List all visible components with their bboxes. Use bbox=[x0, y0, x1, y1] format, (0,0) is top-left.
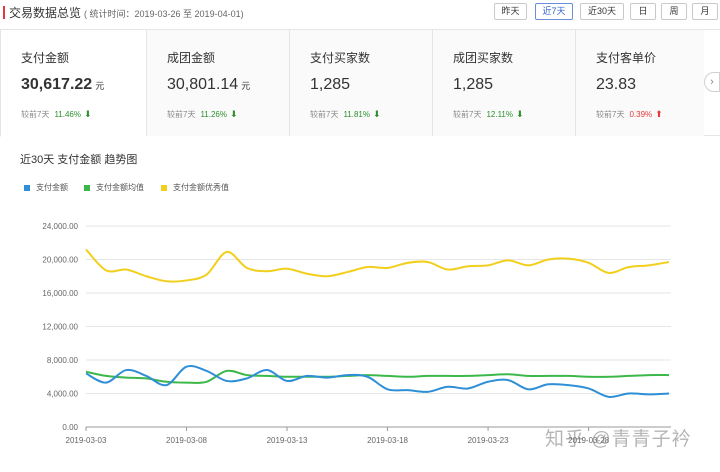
date-range-subtitle: ( 统计时间：2019-03-26 至 2019-04-01) bbox=[84, 9, 244, 19]
series-line-average bbox=[85, 369, 670, 384]
card-compare: 较前7天 11.26% ⬇ bbox=[167, 109, 238, 119]
title-accent-bar bbox=[3, 6, 5, 19]
arrow-down-icon: ⬇ bbox=[230, 109, 238, 119]
card-value: 23.83 bbox=[596, 76, 637, 93]
x-tick-label: 2019-03-08 bbox=[166, 436, 207, 445]
watermark: 知乎 @青青子衿 bbox=[545, 429, 692, 450]
legend-swatch bbox=[161, 184, 167, 191]
arrow-down-icon: ⬇ bbox=[84, 109, 92, 119]
card-value: 30,617.22 元 bbox=[21, 76, 105, 93]
card-label: 支付买家数 bbox=[310, 51, 371, 65]
x-tick-label: 2019-03-13 bbox=[267, 436, 308, 445]
metric-cards: 支付金额 30,617.22 元 较前7天 11.46% ⬇ 成团金额 30,801.… bbox=[0, 29, 720, 137]
card-label: 支付客单价 bbox=[596, 51, 657, 65]
legend-swatch bbox=[24, 184, 30, 191]
card-group-amount[interactable]: 成团金额 30,801.14 元 较前7天 11.26% ⬇ bbox=[147, 30, 290, 136]
y-tick-label: 20,000.00 bbox=[42, 256, 78, 265]
chart-title: 近30天 支付金额 趋势图 bbox=[20, 154, 138, 166]
range-week-button[interactable]: 周 bbox=[661, 3, 687, 20]
arrow-down-icon: ⬇ bbox=[516, 109, 524, 119]
card-compare: 较前7天 11.46% ⬇ bbox=[21, 109, 92, 119]
card-paying-buyers[interactable]: 支付买家数 1,285 较前7天 11.81% ⬇ bbox=[290, 30, 433, 136]
card-avg-order-value[interactable]: 支付客单价 23.83 较前7天 0.39% ⬆ bbox=[576, 30, 704, 136]
page-title-text: 交易数据总览 bbox=[9, 6, 82, 20]
range-day-button[interactable]: 日 bbox=[630, 3, 656, 20]
legend-item-average[interactable]: 支付金额均值 bbox=[84, 182, 144, 193]
legend-swatch bbox=[84, 184, 90, 191]
page-title: 交易数据总览( 统计时间：2019-03-26 至 2019-04-01) bbox=[9, 4, 244, 21]
chevron-right-icon[interactable]: › bbox=[704, 72, 720, 92]
arrow-up-icon: ⬆ bbox=[655, 109, 663, 119]
series-line-payment bbox=[85, 365, 670, 398]
y-tick-label: 0.00 bbox=[62, 423, 78, 432]
range-yesterday-button[interactable]: 昨天 bbox=[494, 3, 527, 20]
legend-item-excellent[interactable]: 支付金额优秀值 bbox=[161, 182, 229, 193]
card-compare: 较前7天 12.11% ⬇ bbox=[453, 109, 524, 119]
card-payment-amount[interactable]: 支付金额 30,617.22 元 较前7天 11.46% ⬇ bbox=[0, 30, 147, 137]
header-bar: 交易数据总览( 统计时间：2019-03-26 至 2019-04-01) 昨天… bbox=[0, 0, 720, 24]
trend-chart-panel: 近30天 支付金额 趋势图 支付金额 支付金额均值 支付金额优秀值 0.00 4,… bbox=[0, 136, 720, 472]
y-tick-label: 12,000.00 bbox=[42, 323, 78, 332]
card-compare: 较前7天 11.81% ⬇ bbox=[310, 109, 381, 119]
card-value: 1,285 bbox=[310, 76, 351, 93]
card-value: 30,801.14 元 bbox=[167, 76, 251, 93]
trend-chart: 0.00 4,000.00 8,000.00 12,000.00 16,000.00 20… bbox=[42, 222, 671, 445]
legend-item-payment[interactable]: 支付金额 bbox=[24, 182, 68, 193]
y-tick-label: 8,000.00 bbox=[47, 356, 79, 365]
range-7days-button[interactable]: 近7天 bbox=[535, 3, 573, 20]
x-tick-label: 2019-03-18 bbox=[367, 436, 408, 445]
range-month-button[interactable]: 月 bbox=[692, 3, 718, 20]
arrow-down-icon: ⬇ bbox=[373, 109, 381, 119]
card-label: 支付金额 bbox=[21, 51, 70, 65]
card-label: 成团买家数 bbox=[453, 51, 514, 65]
range-30days-button[interactable]: 近30天 bbox=[580, 3, 624, 20]
x-tick-label: 2019-03-03 bbox=[66, 436, 107, 445]
y-tick-label: 16,000.00 bbox=[42, 289, 78, 298]
card-compare: 较前7天 0.39% ⬆ bbox=[596, 109, 663, 119]
y-tick-label: 24,000.00 bbox=[42, 222, 78, 231]
card-group-buyers[interactable]: 成团买家数 1,285 较前7天 12.11% ⬇ bbox=[433, 30, 576, 136]
y-tick-label: 4,000.00 bbox=[47, 390, 79, 399]
card-label: 成团金额 bbox=[167, 51, 216, 65]
card-value: 1,285 bbox=[453, 76, 494, 93]
x-tick-label: 2019-03-28 bbox=[568, 436, 609, 445]
series-line-excellent bbox=[85, 248, 670, 283]
x-tick-label: 2019-03-23 bbox=[468, 436, 509, 445]
